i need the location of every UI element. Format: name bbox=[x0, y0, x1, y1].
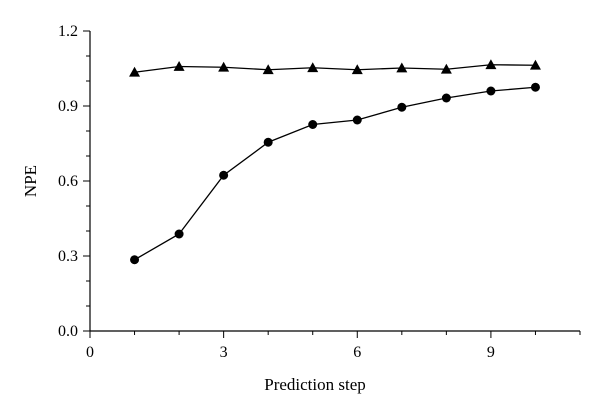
triangle-marker bbox=[307, 62, 319, 73]
y-tick-label: 0.9 bbox=[58, 98, 78, 115]
triangle-marker bbox=[262, 64, 274, 75]
x-tick-label: 6 bbox=[353, 344, 361, 361]
y-tick-label: 0.6 bbox=[58, 173, 78, 190]
axes bbox=[89, 31, 580, 332]
circle-marker bbox=[441, 93, 451, 103]
triangle-marker bbox=[129, 66, 141, 77]
circle-marker bbox=[263, 137, 273, 147]
triangle-marker bbox=[396, 62, 408, 73]
y-tick-label: 0.0 bbox=[58, 323, 78, 340]
x-tick-label: 0 bbox=[86, 344, 94, 361]
y-tick-label: 1.2 bbox=[58, 23, 78, 40]
circle-marker bbox=[174, 229, 184, 239]
circle-marker bbox=[397, 102, 407, 112]
triangle-marker bbox=[351, 64, 363, 75]
triangle-marker bbox=[173, 61, 185, 71]
axis-ticks bbox=[83, 30, 581, 338]
triangle-marker bbox=[440, 63, 452, 74]
triangle-marker bbox=[485, 59, 497, 70]
x-tick-label: 9 bbox=[487, 344, 495, 361]
x-axis-label: Prediction step bbox=[264, 375, 366, 394]
tick-labels: 0.0 0.3 0.6 0.9 1.2 0 3 6 9 bbox=[58, 23, 495, 361]
circle-marker bbox=[352, 115, 362, 125]
triangle-marker bbox=[218, 61, 230, 72]
circle-marker bbox=[486, 86, 496, 96]
circle-marker bbox=[130, 255, 140, 265]
series-line-circle bbox=[134, 86, 536, 261]
circle-marker bbox=[219, 170, 229, 180]
series-line-triangle bbox=[134, 64, 536, 73]
circle-marker bbox=[530, 82, 540, 92]
triangle-marker bbox=[529, 59, 541, 70]
series-triangle bbox=[129, 59, 541, 77]
series-layer bbox=[129, 59, 541, 265]
y-tick-label: 0.3 bbox=[58, 248, 78, 265]
series-circle bbox=[130, 82, 540, 265]
y-axis-label: NPE bbox=[21, 165, 40, 197]
x-tick-label: 3 bbox=[220, 344, 228, 361]
circle-marker bbox=[308, 120, 318, 129]
